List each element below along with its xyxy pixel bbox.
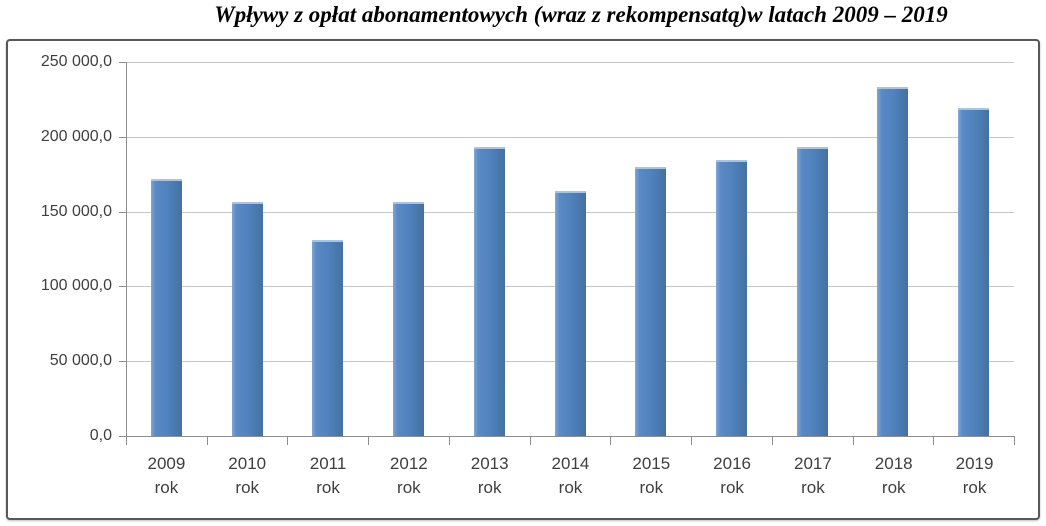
x-axis-label-year: 2014 xyxy=(551,454,590,473)
x-axis-label-2019: 2019 rok xyxy=(934,452,1015,500)
x-axis-label-2012: 2012 rok xyxy=(368,452,449,500)
x-axis-label-2011: 2011 rok xyxy=(288,452,369,500)
x-axis-tick xyxy=(530,437,531,445)
y-axis-tick xyxy=(119,62,127,63)
x-axis-tick xyxy=(610,437,611,445)
y-axis-tick-label: 0,0 xyxy=(89,427,112,444)
x-axis-label-suffix: rok xyxy=(881,478,906,497)
x-axis-label-year: 2013 xyxy=(470,454,509,473)
bar-2018 xyxy=(877,87,909,436)
x-axis-label-2017: 2017 rok xyxy=(773,452,854,500)
x-axis-tick xyxy=(853,437,854,445)
bar-2011 xyxy=(312,240,344,436)
gridline xyxy=(126,137,1014,138)
bar-2014 xyxy=(554,191,586,436)
bar-slot-2015 xyxy=(610,62,691,436)
y-axis-tick xyxy=(119,137,127,138)
plot-area xyxy=(126,62,1014,436)
x-axis-label-year: 2017 xyxy=(793,454,832,473)
bar-slot-2017 xyxy=(772,62,853,436)
bar-2015 xyxy=(635,166,667,436)
x-axis-tick xyxy=(287,437,288,445)
x-axis-label-suffix: rok xyxy=(477,478,502,497)
bar-slot-2009 xyxy=(126,62,207,436)
x-axis-tick xyxy=(449,437,450,445)
x-axis-label-year: 2018 xyxy=(874,454,913,473)
x-axis-label-suffix: rok xyxy=(639,478,664,497)
x-axis-label-2015: 2015 rok xyxy=(611,452,692,500)
x-axis-label-year: 2011 xyxy=(309,454,347,473)
bar-slot-2013 xyxy=(449,62,530,436)
x-axis-label-year: 2015 xyxy=(632,454,671,473)
x-axis-label-suffix: rok xyxy=(801,478,825,497)
x-axis-tick xyxy=(368,437,369,445)
x-axis-label-year: 2010 xyxy=(228,454,267,473)
x-axis-labels: 2009 rok 2010 rok 2011 rok 2012 rok 2013 rok 2014 r… xyxy=(126,452,1015,500)
chart-area: 250 000,0 200 000,0 150 000,0 100 000,0 50 0… xyxy=(6,39,1040,520)
bar-slot-2019 xyxy=(933,62,1014,436)
x-axis-label-2016: 2016 rok xyxy=(692,452,773,500)
x-axis-label-year: 2012 xyxy=(389,454,428,473)
x-axis-label-suffix: rok xyxy=(720,478,744,497)
bar-2012 xyxy=(393,201,425,436)
x-axis-tick xyxy=(772,437,773,445)
y-axis-tick-label: 200 000,0 xyxy=(40,128,112,145)
gridline xyxy=(126,62,1014,63)
y-axis-line xyxy=(126,62,127,444)
x-axis-label-suffix: rok xyxy=(316,478,340,497)
x-axis-label-2013: 2013 rok xyxy=(449,452,530,500)
x-axis-label-suffix: rok xyxy=(397,478,421,497)
y-axis-tick xyxy=(119,286,127,287)
chart-title: Wpływy z opłat abonamentowych (wraz z re… xyxy=(214,2,948,27)
bar-slot-2018 xyxy=(853,62,934,436)
x-axis-label-suffix: rok xyxy=(235,478,260,497)
x-axis-tick xyxy=(1014,437,1015,445)
x-axis-label-2010: 2010 rok xyxy=(207,452,288,500)
x-axis-label-year: 2019 xyxy=(955,454,994,473)
x-axis-label-year: 2016 xyxy=(713,454,751,473)
y-axis-tick xyxy=(119,212,127,213)
y-axis-tick-label: 250 000,0 xyxy=(40,53,112,70)
bar-2013 xyxy=(473,147,505,436)
x-axis-label-suffix: rok xyxy=(558,478,583,497)
bar-slot-2012 xyxy=(368,62,449,436)
bar-2009 xyxy=(150,179,182,436)
bar-2019 xyxy=(958,107,990,436)
y-axis-tick-label: 50 000,0 xyxy=(49,352,112,369)
bar-slot-2014 xyxy=(530,62,611,436)
x-axis-tick xyxy=(207,437,208,445)
x-axis-label-2014: 2014 rok xyxy=(530,452,611,500)
y-axis-tick-label: 150 000,0 xyxy=(40,203,112,220)
x-axis-label-suffix: rok xyxy=(154,478,179,497)
bar-2016 xyxy=(716,160,747,436)
x-axis-label-year: 2009 xyxy=(147,454,186,473)
x-axis-line xyxy=(126,436,1015,437)
x-axis-label-suffix: rok xyxy=(962,478,987,497)
y-axis-tick xyxy=(119,436,127,437)
bar-series xyxy=(126,62,1014,436)
bar-slot-2011 xyxy=(287,62,368,436)
x-axis-label-2009: 2009 rok xyxy=(126,452,207,500)
bar-2017 xyxy=(796,147,828,436)
x-axis-tick xyxy=(933,437,934,445)
y-axis-tick-label: 100 000,0 xyxy=(40,277,112,294)
x-axis-tick xyxy=(691,437,692,445)
bar-2010 xyxy=(231,201,263,436)
x-axis-label-2018: 2018 rok xyxy=(853,452,934,500)
bar-slot-2010 xyxy=(207,62,288,436)
y-axis-tick xyxy=(119,361,127,362)
bar-slot-2016 xyxy=(691,62,772,436)
